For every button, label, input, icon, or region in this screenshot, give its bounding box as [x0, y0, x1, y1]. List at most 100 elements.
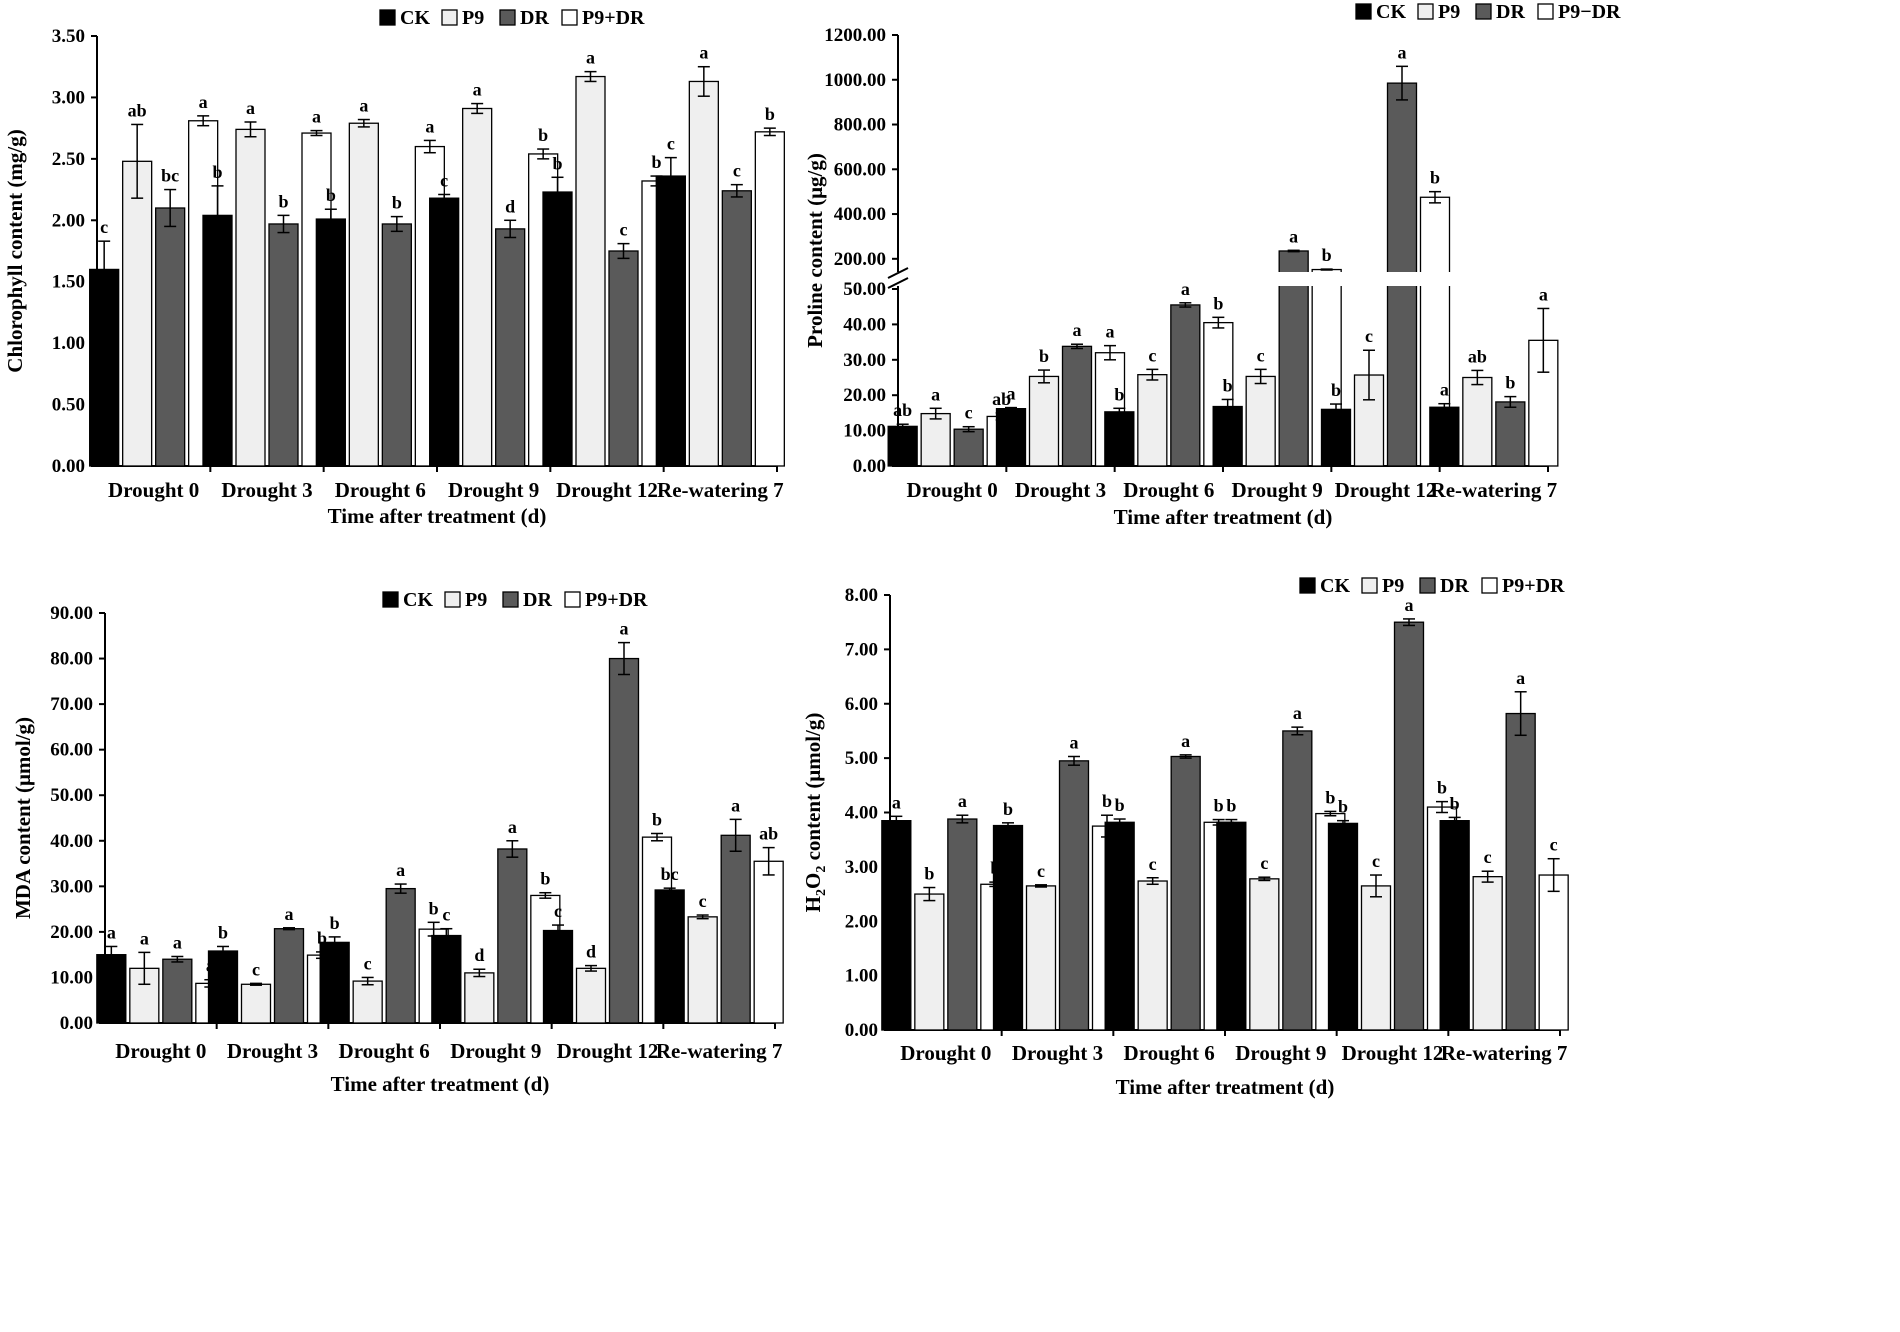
bar-ck-5 — [655, 175, 686, 467]
category-label: Re-watering 7 — [1441, 1041, 1568, 1065]
significance-label: b — [1115, 795, 1125, 815]
significance-label: b — [1114, 384, 1124, 404]
bar-dr-5 — [720, 834, 751, 1024]
bar-dr-1 — [273, 928, 305, 1024]
significance-label: b — [1223, 375, 1233, 395]
y-tick-label: 7.00 — [845, 639, 878, 660]
category-label: Drought 9 — [1232, 478, 1323, 502]
x-axis-label: Time after treatment (d) — [331, 1072, 550, 1096]
bar-dr-0 — [155, 207, 186, 467]
bar-dr-1 — [1058, 760, 1090, 1031]
significance-label: c — [100, 217, 108, 237]
bar-dr-2 — [381, 223, 412, 467]
legend-label: CK — [403, 589, 433, 611]
y-axis-label-part: 2 — [814, 889, 829, 896]
bar-ck-0 — [89, 268, 120, 467]
bar-p9-5 — [1462, 376, 1493, 467]
y-axis-label-part: O — [801, 873, 825, 889]
significance-label: a — [1181, 731, 1190, 751]
significance-label: c — [1484, 847, 1492, 867]
significance-label: a — [1516, 668, 1525, 688]
bar-dr-2 — [1170, 304, 1201, 467]
category-label: Re-watering 7 — [657, 478, 784, 502]
significance-label: a — [1073, 320, 1082, 340]
bar-dr-2 — [1170, 755, 1201, 1031]
y-tick-label: 40.00 — [843, 314, 886, 335]
bar-p9-3 — [1245, 375, 1276, 467]
significance-label: b — [429, 898, 439, 918]
legend-swatch — [382, 591, 399, 608]
significance-label: c — [442, 905, 450, 925]
significance-label: a — [396, 860, 405, 880]
significance-label: b — [652, 809, 662, 829]
y-axis-label-part: content (μmol/g) — [801, 713, 825, 866]
bar-dr-0 — [162, 958, 193, 1024]
category-label: Drought 3 — [1015, 478, 1106, 502]
category-label: Drought 3 — [221, 478, 312, 502]
bar-ck-0 — [887, 425, 918, 467]
significance-label: c — [252, 959, 260, 979]
significance-label: a — [199, 92, 208, 112]
y-tick-label: 30.00 — [843, 350, 886, 371]
bar-dr-0 — [947, 818, 978, 1031]
y-tick-label: 0.00 — [845, 1020, 878, 1041]
y-tick-label: 8.00 — [845, 585, 878, 606]
significance-label: b — [924, 864, 934, 884]
legend-label: P9 — [465, 589, 487, 611]
significance-label: b — [1338, 797, 1348, 817]
significance-label: c — [733, 161, 741, 181]
significance-label: a — [285, 904, 294, 924]
y-tick-label: 0.00 — [853, 456, 886, 477]
significance-label: b — [218, 922, 228, 942]
category-label: Drought 3 — [1012, 1041, 1103, 1065]
legend-swatch — [1299, 577, 1316, 594]
significance-label: c — [965, 403, 973, 423]
significance-label: ab — [1468, 346, 1487, 366]
legend-label: P9−DR — [1558, 1, 1621, 23]
legend-label: DR — [1440, 575, 1469, 597]
bar-ck-4 — [542, 929, 574, 1024]
bar-dr-3 — [1282, 730, 1313, 1031]
legend-swatch — [561, 9, 578, 26]
category-label: Re-watering 7 — [656, 1039, 783, 1063]
bar-ck-2 — [319, 941, 350, 1024]
significance-label: ab — [759, 824, 778, 844]
significance-label: b — [1214, 796, 1224, 816]
bar-dr-2 — [385, 887, 416, 1024]
significance-label: d — [505, 196, 515, 216]
significance-label: a — [312, 107, 321, 127]
significance-label: b — [278, 191, 288, 211]
significance-label: b — [1226, 796, 1236, 816]
significance-label: c — [620, 220, 628, 240]
legend-swatch — [1481, 577, 1498, 594]
significance-label: c — [1257, 345, 1265, 365]
bar-p9-1 — [235, 128, 266, 467]
bar-p9-5 — [1472, 876, 1503, 1031]
y-tick-label: 2.50 — [52, 149, 85, 170]
bar-p9-5 — [688, 80, 719, 467]
x-axis-label: Time after treatment (d) — [1116, 1075, 1335, 1099]
y-tick-label: 1.00 — [845, 966, 878, 987]
y-tick-label: 20.00 — [50, 922, 93, 943]
bar-p9-4 — [575, 75, 606, 467]
significance-label: a — [1181, 279, 1190, 299]
bar-ck-3 — [429, 197, 460, 467]
bar-p9-3 — [1249, 878, 1280, 1031]
significance-label: c — [1037, 861, 1045, 881]
legend-swatch — [564, 591, 581, 608]
significance-label: b — [651, 152, 661, 172]
bar-p9-4 — [1360, 885, 1392, 1031]
y-axis-label: Proline content (μg/g) — [803, 153, 827, 348]
category-label: Drought 0 — [907, 478, 998, 502]
y-tick-label: 0.00 — [60, 1013, 93, 1034]
significance-label: a — [1293, 703, 1302, 723]
legend: CK P9 DR P9+DR — [1299, 575, 1565, 597]
significance-label: c — [1365, 326, 1373, 346]
bar-dr-4 — [1393, 621, 1425, 1031]
category-label: Drought 0 — [108, 478, 199, 502]
significance-label: a — [1007, 384, 1016, 404]
bar-p9-1 — [1028, 375, 1060, 467]
significance-label: ab — [992, 389, 1011, 409]
y-tick-label: 1.50 — [52, 272, 85, 293]
